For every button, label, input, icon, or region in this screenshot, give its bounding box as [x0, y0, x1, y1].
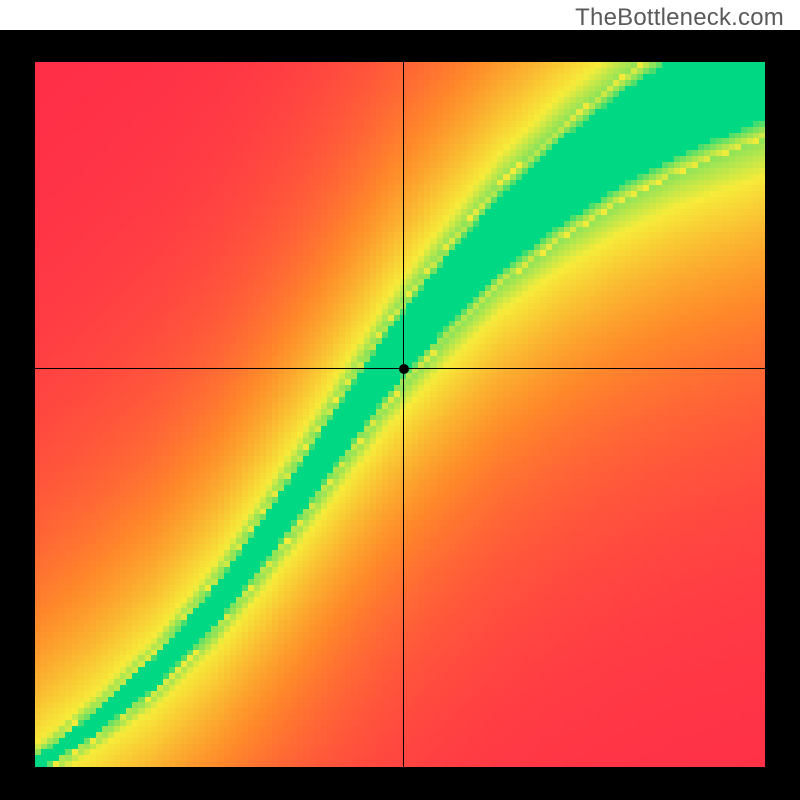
crosshair-point — [399, 364, 409, 374]
chart-container: TheBottleneck.com — [0, 0, 800, 800]
chart-frame — [0, 30, 800, 800]
crosshair-vertical — [403, 62, 404, 767]
heatmap-canvas — [35, 62, 765, 767]
watermark-text: TheBottleneck.com — [575, 4, 784, 32]
plot-area — [35, 62, 765, 767]
